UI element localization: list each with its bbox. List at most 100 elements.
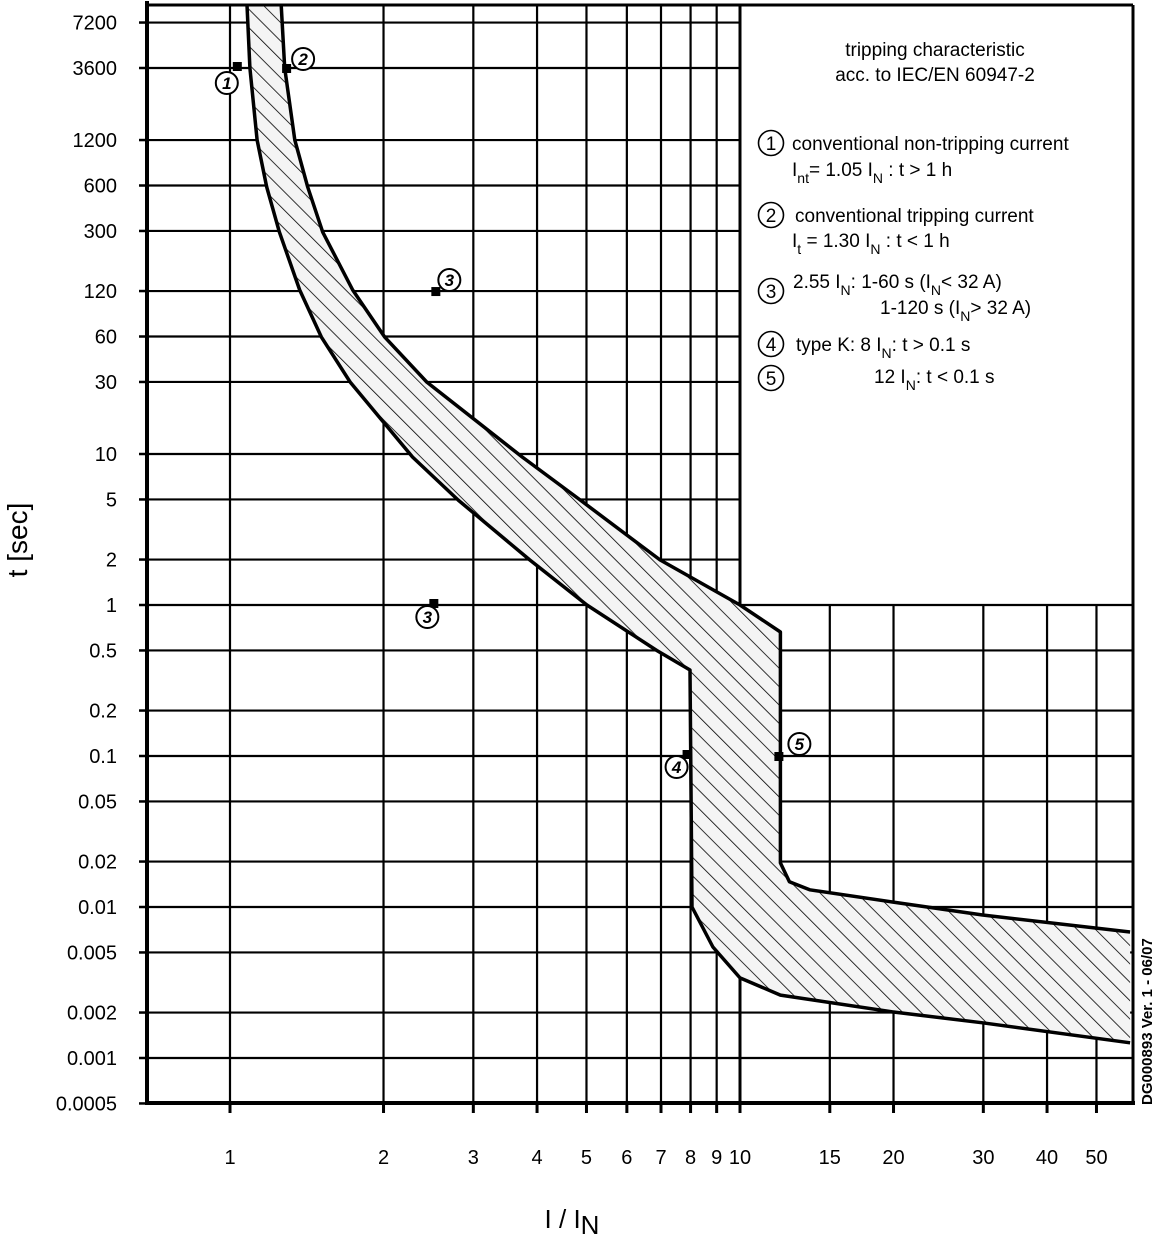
y-tick-label: 60 <box>95 326 117 348</box>
y-tick-label: 0.001 <box>67 1048 117 1070</box>
legend-text-line: Int= 1.05 IN : t > 1 h <box>792 160 952 186</box>
x-axis-label: I / IN <box>545 1204 600 1237</box>
x-tick-label: 9 <box>711 1147 722 1169</box>
legend-text: : t > 0.1 s <box>892 335 971 356</box>
x-tick-label: 2 <box>378 1147 389 1169</box>
legend-text: > 32 A) <box>970 298 1031 319</box>
y-tick-label: 0.0005 <box>56 1093 117 1115</box>
y-tick-label: 0.002 <box>67 1003 117 1025</box>
legend-text: I <box>792 231 797 252</box>
legend-text: 2.55 I <box>793 272 841 293</box>
chart-title: tripping characteristic <box>845 40 1025 61</box>
y-tick-label: 5 <box>106 489 117 511</box>
legend-subscript: N <box>931 282 941 298</box>
marker-label: 4 <box>671 758 682 777</box>
y-tick-label: 600 <box>84 175 117 197</box>
legend-box: tripping characteristic acc. to IEC/EN 6… <box>757 40 1069 393</box>
x-tick-label: 10 <box>729 1147 751 1169</box>
marker-label: 3 <box>423 608 433 627</box>
band-upper-boundary <box>279 5 1131 934</box>
legend-text-line: 12 IN: t < 0.1 s <box>874 367 995 393</box>
chart-subtitle: acc. to IEC/EN 60947-2 <box>835 65 1035 86</box>
marker-pointer <box>429 599 439 608</box>
y-tick-label: 0.5 <box>89 640 117 662</box>
legend-number: 2 <box>766 206 777 227</box>
band-area <box>247 5 1131 1043</box>
legend-text: : t < 0.1 s <box>916 367 995 388</box>
legend-text: conventional non-tripping current <box>792 134 1069 155</box>
legend-subscript: N <box>882 345 892 361</box>
x-axis-label-sub: N <box>581 1210 600 1237</box>
x-tick-label: 50 <box>1085 1147 1107 1169</box>
y-tick-label: 120 <box>84 281 117 303</box>
legend-text: = 1.30 I <box>801 231 870 252</box>
y-tick-label: 0.05 <box>78 791 117 813</box>
curve-markers: 1 2 3 3 4 5 <box>214 46 812 779</box>
marker-label: 2 <box>297 50 308 69</box>
marker-label: 1 <box>222 74 231 93</box>
legend-text-line: conventional tripping current <box>795 206 1034 227</box>
legend-text: 1-120 s (I <box>880 298 960 319</box>
legend-text: 12 I <box>874 367 906 388</box>
legend-number-circle <box>757 330 785 358</box>
legend-subscript: N <box>870 241 880 257</box>
legend-subscript: N <box>841 282 851 298</box>
legend-subscript: t <box>797 241 801 257</box>
legend-subscript: nt <box>797 170 809 186</box>
legend-text: = 1.05 I <box>809 160 873 181</box>
y-tick-label: 300 <box>84 221 117 243</box>
x-tick-label: 4 <box>531 1147 542 1169</box>
legend-number: 1 <box>766 134 777 155</box>
marker-pointer <box>431 287 441 297</box>
legend-text-line: 1-120 s (IN> 32 A) <box>880 298 1031 324</box>
legend-text: : 1-60 s (I <box>851 272 931 293</box>
marker-label: 5 <box>795 735 805 754</box>
x-tick-label: 15 <box>819 1147 841 1169</box>
y-tick-label: 7200 <box>73 13 118 35</box>
marker-pointer <box>282 63 292 73</box>
x-tick-label: 5 <box>581 1147 592 1169</box>
legend-text: < 32 A) <box>941 272 1002 293</box>
y-tick-label: 0.02 <box>78 852 117 874</box>
x-tick-label: 7 <box>655 1147 666 1169</box>
marker-pointer <box>232 61 242 71</box>
y-tick-label: 30 <box>95 372 117 394</box>
y-axis-label: t [sec] <box>2 503 33 578</box>
marker-circle <box>664 755 689 779</box>
y-tick-label: 2 <box>106 550 117 572</box>
legend-text-line: conventional non-tripping current <box>792 134 1069 155</box>
x-tick-label: 20 <box>882 1147 904 1169</box>
marker-label: 3 <box>445 271 455 290</box>
legend-subscript: N <box>873 170 883 186</box>
legend-text-line: type K: 8 IN: t > 0.1 s <box>796 335 970 361</box>
x-tick-label: 8 <box>685 1147 696 1169</box>
marker-circle <box>437 268 462 293</box>
y-tick-label: 0.2 <box>89 701 117 723</box>
legend-number-circle <box>757 129 785 157</box>
legend-number-circle <box>757 364 785 392</box>
legend-text: : t < 1 h <box>881 231 950 252</box>
x-tick-label: 40 <box>1036 1147 1058 1169</box>
legend-text-line: 2.55 IN: 1-60 s (IN< 32 A) <box>793 272 1002 298</box>
legend-number: 4 <box>766 335 777 356</box>
legend-number-circle <box>757 201 785 229</box>
legend-text-line: It = 1.30 IN : t < 1 h <box>792 231 950 257</box>
legend-subscript: N <box>960 308 970 324</box>
legend-subscript: N <box>906 377 916 393</box>
band-lower-boundary <box>245 5 1131 1045</box>
version-note: DG000893 Ver. 1 - 06/07 <box>1139 938 1156 1105</box>
tripping-band <box>245 5 1131 1045</box>
legend-text: : t > 1 h <box>883 160 952 181</box>
y-tick-label: 1 <box>106 595 117 617</box>
legend-text: type K: 8 I <box>796 335 882 356</box>
x-tick-label: 3 <box>468 1147 479 1169</box>
legend-number: 3 <box>766 282 777 303</box>
marker-circle <box>214 70 239 95</box>
y-axis-ticks: 7200 3600 1200 600 300 120 60 30 10 5 2 1 0.5 0.2 0.1 0… <box>56 13 147 1115</box>
y-tick-label: 0.01 <box>78 897 117 919</box>
legend-number-circle <box>757 277 785 305</box>
x-tick-label: 1 <box>224 1147 235 1169</box>
x-tick-label: 6 <box>621 1147 632 1169</box>
x-tick-label: 30 <box>972 1147 994 1169</box>
